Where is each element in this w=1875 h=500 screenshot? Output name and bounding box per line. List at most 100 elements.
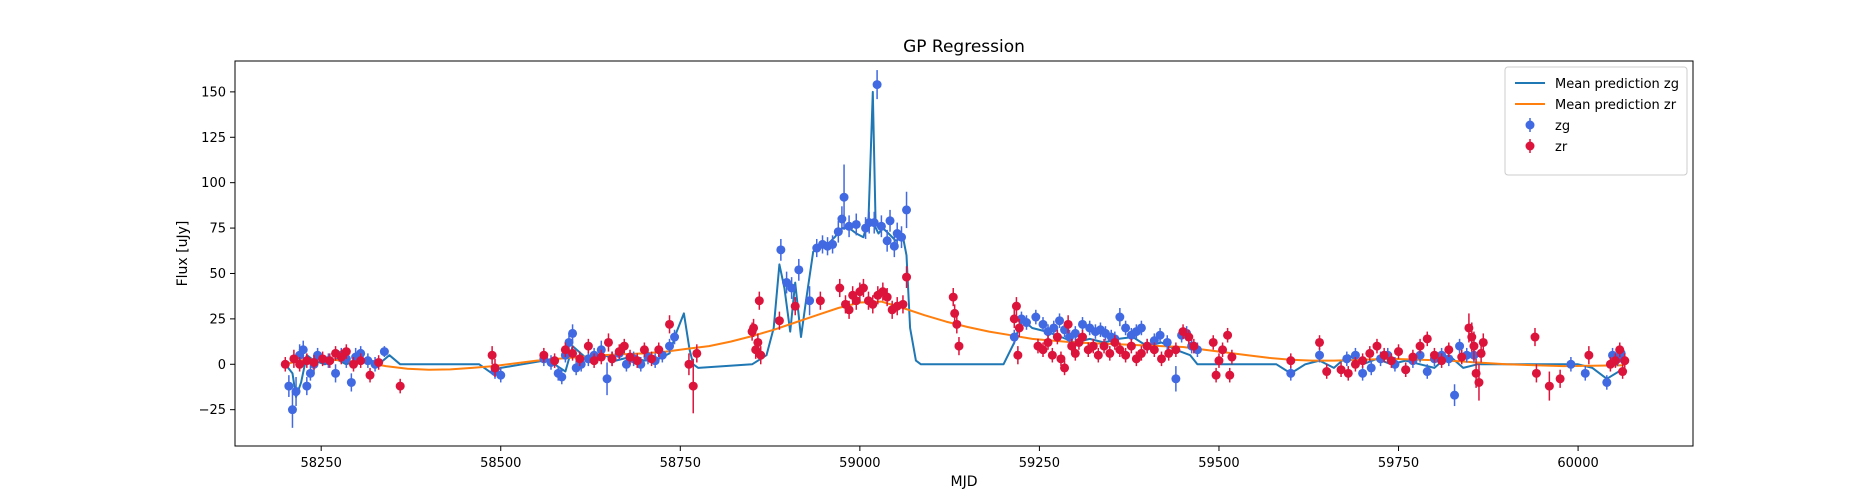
data-point (1343, 368, 1353, 378)
data-point (1336, 365, 1346, 375)
data-point (557, 372, 567, 382)
chart-title: GP Regression (903, 37, 1025, 57)
data-point (1067, 341, 1077, 351)
data-point (1223, 330, 1233, 340)
data-point (1009, 332, 1019, 342)
data-point (1350, 359, 1360, 369)
data-point (280, 359, 290, 369)
data-point (1063, 319, 1073, 329)
data-point (395, 381, 405, 391)
plot-frame (234, 60, 1694, 447)
data-point (835, 283, 845, 293)
data-point (1358, 368, 1368, 378)
data-point (1555, 374, 1565, 384)
data-point (1422, 367, 1432, 377)
data-point (1052, 332, 1062, 342)
data-point (298, 345, 308, 355)
data-point (1350, 350, 1360, 360)
data-point (1184, 332, 1194, 342)
data-point (1401, 365, 1411, 375)
data-point (1031, 312, 1041, 322)
data-point (837, 214, 847, 224)
legend-box (1504, 66, 1688, 176)
data-point (1208, 337, 1218, 347)
data-point (754, 296, 764, 306)
data-point (365, 370, 375, 380)
data-point (349, 359, 359, 369)
data-point (1566, 359, 1576, 369)
data-point (1021, 318, 1031, 328)
y-tick-label: 50 (209, 267, 226, 282)
data-point (1038, 319, 1048, 329)
data-point (596, 352, 606, 362)
x-tick-label: 58250 (301, 456, 342, 471)
data-point (952, 319, 962, 329)
data-point (665, 319, 675, 329)
data-point (805, 296, 815, 306)
data-point (1162, 337, 1172, 347)
data-point (902, 205, 912, 215)
data-point (560, 345, 570, 355)
data-point (1584, 350, 1594, 360)
data-point (828, 239, 838, 249)
data-point (869, 218, 879, 228)
data-point (790, 301, 800, 311)
data-point (1342, 354, 1352, 364)
data-point (1078, 332, 1088, 342)
y-tick-label: 150 (201, 85, 226, 100)
legend-marker-handle (1525, 141, 1535, 151)
data-point (1429, 350, 1439, 360)
data-point (749, 323, 759, 333)
data-point (1070, 348, 1080, 358)
data-point (1011, 301, 1021, 311)
data-point (1043, 337, 1053, 347)
y-axis-label: Flux [uJy] (175, 221, 191, 287)
y-tick-label: 0 (218, 358, 226, 373)
data-point (550, 356, 560, 366)
data-point (1450, 390, 1460, 400)
data-point (756, 350, 766, 360)
data-point (670, 332, 680, 342)
data-point (897, 232, 907, 242)
data-point (1136, 348, 1146, 358)
data-point (776, 245, 786, 255)
data-point (1214, 356, 1224, 366)
data-point (1372, 341, 1382, 351)
data-point (815, 296, 825, 306)
data-point (621, 359, 631, 369)
data-point (356, 356, 366, 366)
data-point (1088, 341, 1098, 351)
data-point (1110, 337, 1120, 347)
data-point (1602, 377, 1612, 387)
data-point (295, 359, 305, 369)
data-point (619, 341, 629, 351)
legend-entry-label: Mean prediction zg (1555, 77, 1679, 92)
data-point (1056, 354, 1066, 364)
data-point (839, 192, 849, 202)
legend-entry-label: Mean prediction zr (1555, 98, 1677, 113)
data-point (885, 216, 895, 226)
data-point (1615, 345, 1625, 355)
data-point (589, 356, 599, 366)
y-tick-label: −25 (199, 403, 226, 418)
data-point (291, 387, 301, 397)
data-point (496, 370, 506, 380)
data-point (684, 359, 694, 369)
data-point (1149, 336, 1159, 346)
data-point (787, 283, 797, 293)
plot-area (280, 70, 1630, 428)
y-tick-label: 75 (209, 222, 226, 237)
data-point (346, 377, 356, 387)
y-tick-label: 25 (209, 312, 226, 327)
legend-entry-label: zg (1555, 119, 1570, 134)
data-point (632, 356, 642, 366)
data-point (1155, 330, 1165, 340)
data-point (882, 236, 892, 246)
data-point (858, 283, 868, 293)
data-point (665, 341, 675, 351)
data-point (948, 292, 958, 302)
data-point (1164, 348, 1174, 358)
data-point (1610, 356, 1620, 366)
x-tick-label: 60000 (1557, 456, 1598, 471)
data-point (1189, 341, 1199, 351)
